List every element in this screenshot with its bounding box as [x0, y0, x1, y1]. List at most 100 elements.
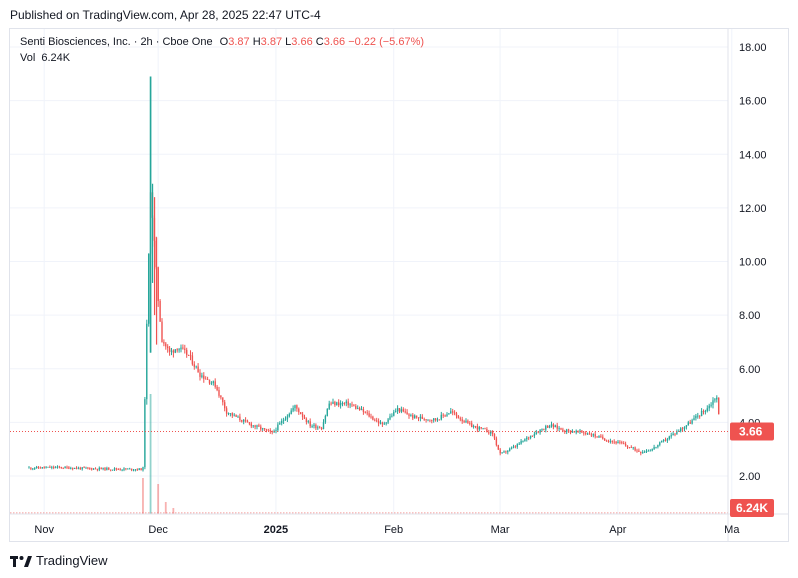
- volume-bar: [679, 512, 681, 514]
- candle-body: [138, 468, 140, 470]
- candle-body: [522, 440, 524, 442]
- time-tick: Dec: [148, 524, 168, 536]
- candle-body: [201, 375, 203, 377]
- volume-bar: [553, 512, 555, 514]
- volume-bar: [325, 512, 327, 514]
- candle-body: [438, 419, 441, 421]
- volume-bar: [610, 512, 612, 514]
- candle-body: [375, 420, 378, 422]
- candle-body: [279, 423, 281, 425]
- candle-body: [687, 422, 689, 426]
- candle-body: [305, 418, 308, 423]
- volume-bar: [643, 512, 645, 514]
- candle-body: [495, 438, 498, 446]
- volume-bar: [508, 512, 510, 514]
- candle-body: [518, 443, 520, 445]
- volume-bar: [457, 512, 459, 514]
- volume-bar: [559, 512, 561, 514]
- volume-bar: [667, 512, 669, 514]
- volume-bar: [442, 512, 444, 514]
- candle-body: [609, 441, 612, 442]
- candle-body: [113, 468, 116, 470]
- candle-body: [548, 425, 551, 428]
- candle-body: [261, 428, 264, 430]
- candle-body: [444, 415, 446, 417]
- candle-body: [550, 424, 553, 426]
- volume-bar: [226, 512, 228, 514]
- volume-bar: [526, 512, 528, 514]
- candle-body: [208, 379, 211, 384]
- candle-body: [364, 411, 366, 413]
- low-value: 3.66: [291, 36, 313, 48]
- candle-body: [121, 469, 123, 471]
- price-chart[interactable]: 2.004.006.008.0010.0012.0014.0016.0018.0…: [10, 29, 788, 541]
- candle-body: [301, 414, 304, 417]
- candle-body: [244, 419, 247, 421]
- volume-bar: [364, 512, 366, 514]
- volume-bar: [715, 512, 717, 514]
- volume-bar: [79, 512, 81, 514]
- volume-bar: [244, 512, 246, 514]
- volume-bar: [271, 512, 273, 514]
- candle-body: [284, 419, 287, 421]
- volume-bar: [481, 512, 483, 514]
- candle-body: [330, 403, 332, 405]
- candle-body: [417, 417, 420, 419]
- candle-body: [349, 404, 351, 406]
- volume-bar: [538, 512, 540, 514]
- grid-lines: [10, 29, 733, 514]
- volume-bar: [220, 512, 222, 514]
- candle-body: [413, 415, 416, 419]
- volume-bar: [211, 512, 213, 514]
- last-volume-label: 6.24K: [736, 501, 768, 515]
- candle-body: [632, 447, 634, 449]
- volume-bar: [682, 512, 684, 514]
- candle-body: [176, 349, 178, 351]
- volume-bar: [160, 512, 162, 514]
- candle-body: [246, 420, 249, 423]
- volume-bar: [379, 512, 381, 514]
- volume-bar: [649, 512, 651, 514]
- candle-body: [702, 411, 705, 412]
- volume-bar: [634, 512, 636, 514]
- candle-body: [239, 416, 241, 421]
- candle-body: [398, 408, 401, 412]
- candle-body: [645, 450, 648, 452]
- candle-body: [328, 403, 330, 409]
- candle-body: [128, 468, 131, 470]
- candle-body: [385, 422, 387, 424]
- volume-bar: [490, 512, 492, 514]
- volume-bar: [406, 512, 408, 514]
- volume-bar: [541, 512, 543, 514]
- candle-body: [695, 415, 697, 419]
- volume-bar: [418, 512, 420, 514]
- volume-bar: [49, 512, 51, 514]
- candle-body: [324, 416, 327, 423]
- candle-body: [242, 419, 245, 422]
- candle-body: [647, 450, 650, 452]
- candle-body: [172, 350, 175, 353]
- candle-body: [96, 468, 99, 470]
- volume-bar: [139, 512, 141, 514]
- volume-bar: [673, 512, 675, 514]
- tradingview-logo[interactable]: TradingView: [10, 553, 108, 568]
- candle-body: [451, 411, 454, 413]
- candle-body: [565, 429, 568, 432]
- volume-bar: [724, 512, 726, 514]
- volume-bar: [577, 512, 579, 514]
- volume-bar: [214, 512, 216, 514]
- time-tick: Nov: [34, 524, 54, 536]
- volume-bar: [169, 512, 171, 514]
- volume-bar: [319, 512, 321, 514]
- candle-body: [455, 413, 458, 416]
- candle-body: [94, 468, 97, 470]
- time-tick: Ma: [724, 524, 740, 536]
- volume-bar: [619, 512, 621, 514]
- volume-bar: [115, 512, 117, 514]
- candle-body: [524, 439, 526, 441]
- candle-body: [526, 437, 528, 440]
- time-axis: Nov Dec 2025 Feb Mar Apr Ma: [34, 524, 740, 536]
- candle-body: [43, 467, 45, 468]
- candle-body: [562, 429, 564, 432]
- volume-bar: [172, 508, 175, 514]
